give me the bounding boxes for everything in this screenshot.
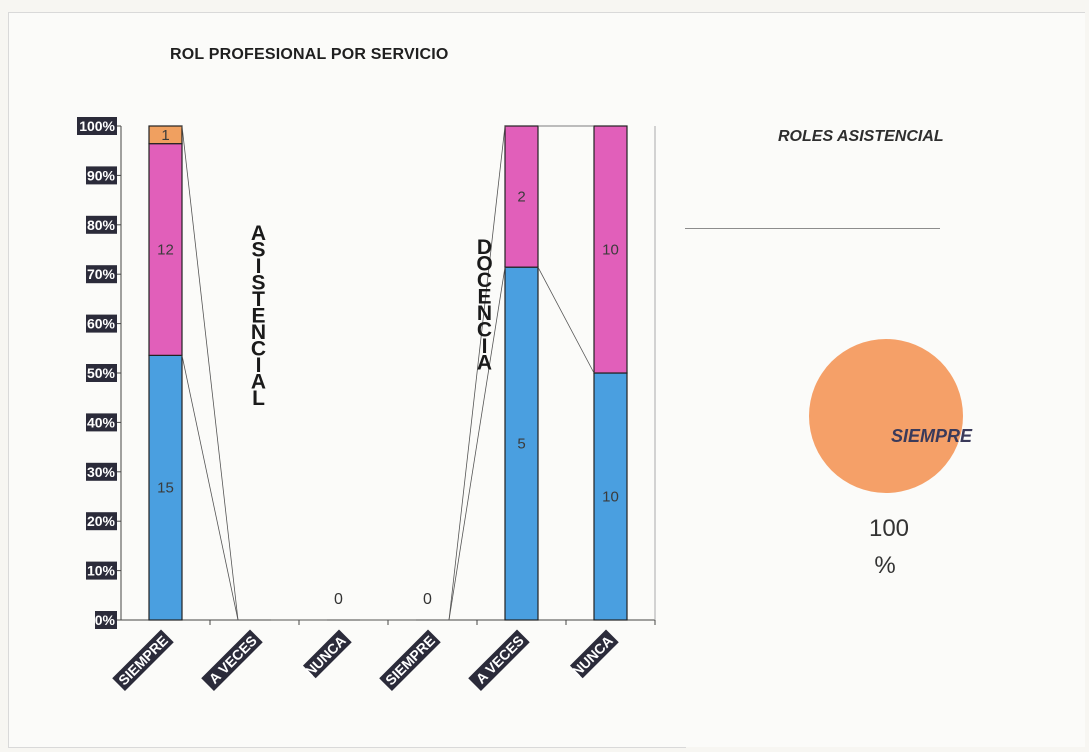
x-category-label-box	[569, 629, 619, 679]
y-tick-label-box	[86, 512, 117, 531]
y-tick-label: 70%	[87, 266, 116, 282]
y-tick-label: 30%	[87, 464, 116, 480]
x-category-label-box	[468, 629, 530, 692]
x-category-label-box	[112, 629, 174, 692]
y-tick-label-box	[86, 314, 117, 333]
y-tick-label: 90%	[87, 167, 116, 183]
y-tick-label: 10%	[87, 563, 116, 579]
bar-segment	[593, 372, 628, 621]
y-tick-label-box	[86, 413, 117, 432]
x-category-label-box	[302, 629, 352, 679]
x-category-label-box	[201, 629, 263, 692]
group-label-letter: D	[477, 236, 492, 259]
group-label-letter: N	[251, 321, 266, 344]
panel-divider-line	[685, 228, 940, 229]
bar-segment	[148, 354, 183, 621]
group-label-letter: C	[477, 319, 492, 342]
y-tick-label-box	[86, 215, 117, 234]
bar-segment	[593, 125, 628, 374]
bar-chart-title: ROL PROFESIONAL POR SERVICIO	[170, 46, 449, 63]
y-tick-label: 50%	[87, 365, 116, 381]
zero-value-label: 0	[423, 591, 432, 608]
group-label-letter: I	[482, 335, 488, 358]
y-tick-label-box	[77, 117, 117, 135]
group-label-letter: O	[476, 253, 492, 276]
bar-segment-value-label: 5	[517, 436, 525, 453]
bar-segment-value-label: 2	[517, 189, 525, 206]
bar-segment	[504, 266, 539, 621]
pie-slice-label: SIEMPRE	[891, 426, 973, 446]
group-label-letter: I	[256, 354, 262, 377]
bar-segment-value-label: 1	[161, 127, 169, 144]
y-tick-label: 0%	[95, 612, 116, 628]
group-label-letter: A	[251, 371, 266, 394]
group-label-letter: A	[251, 222, 266, 245]
y-tick-label-box	[86, 364, 117, 382]
group-label-letter: C	[477, 269, 492, 292]
bar-segment-value-label: 15	[157, 480, 174, 497]
group-label-letter: A	[477, 352, 492, 375]
group-label-letter: N	[477, 302, 492, 325]
y-tick-label: 100%	[79, 118, 115, 134]
bar-segment-value-label: 10	[602, 242, 619, 259]
y-tick-label-box	[86, 265, 117, 284]
group-label-letter: S	[251, 272, 265, 295]
group-label-letter: S	[251, 239, 265, 262]
group-label-letter: E	[477, 286, 491, 309]
y-tick-label: 60%	[87, 316, 116, 332]
group-label-vertical: ASISTENCIAL	[251, 222, 266, 410]
bar-segment-value-label: 10	[602, 489, 619, 506]
y-tick-label: 80%	[87, 217, 116, 233]
bar-segment	[148, 125, 183, 145]
group-label-letter: I	[256, 255, 262, 278]
y-tick-label-box	[86, 561, 117, 580]
group-label-letter: T	[252, 288, 265, 311]
x-category-label-box	[379, 629, 441, 692]
series-connector-line	[181, 266, 595, 621]
group-label-letter: L	[252, 387, 265, 410]
bar-segment	[148, 143, 183, 356]
zero-value-label: 0	[334, 591, 343, 608]
y-tick-label-box	[95, 611, 117, 629]
y-tick-label-box	[86, 166, 117, 185]
group-label-letter: E	[251, 305, 265, 328]
y-tick-label-box	[86, 462, 117, 481]
y-tick-label: 20%	[87, 513, 116, 529]
bar-segment	[504, 125, 539, 268]
pie-percent-sign: %	[874, 552, 895, 579]
pie-slice	[809, 339, 963, 493]
pie-chart-title: ROLES ASISTENCIAL	[778, 128, 944, 145]
bar-segment-value-label: 12	[157, 242, 174, 259]
y-tick-label: 40%	[87, 414, 116, 430]
pie-percent-value: 100	[869, 515, 909, 542]
group-label-letter: C	[251, 338, 266, 361]
